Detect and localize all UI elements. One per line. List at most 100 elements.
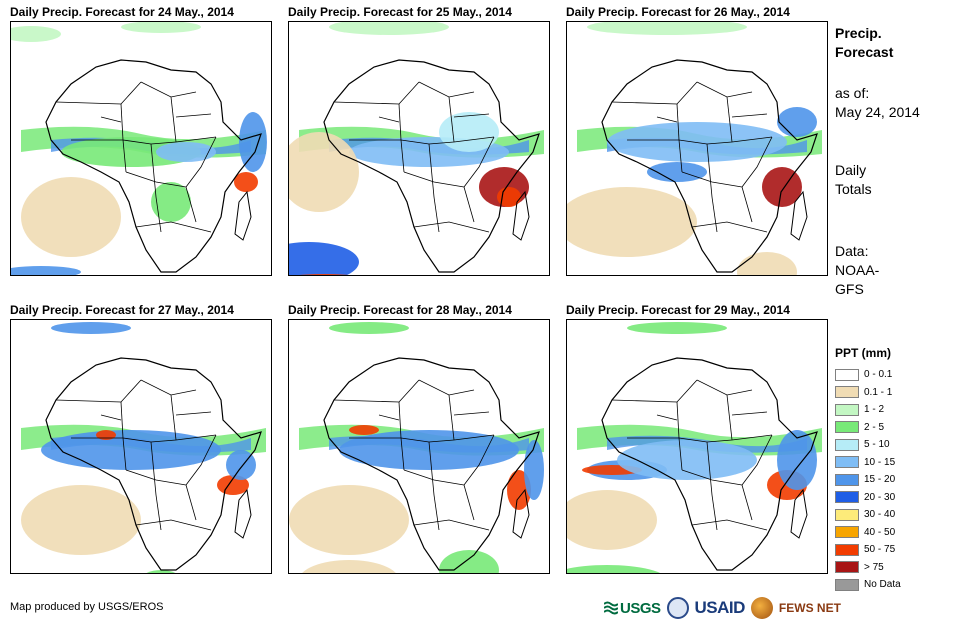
precip-map [566,319,828,574]
precip-patch [617,440,757,480]
country-border [413,519,490,531]
logo-strip: USGS USAID FEWS NET [604,594,841,622]
precip-patch [339,430,519,470]
legend-item: 1 - 2 [835,401,901,419]
country-border [170,96,177,143]
country-border [428,143,435,198]
panel-title: Daily Precip. Forecast for 28 May., 2014 [288,303,512,317]
legend-item: 50 - 75 [835,541,901,559]
precip-patch [567,565,661,573]
forecast-panel-3: Daily Precip. Forecast for 26 May., 2014 [566,3,828,276]
country-border [378,414,400,421]
legend-label: 50 - 75 [864,544,896,556]
country-border [185,484,197,521]
legend-label: 5 - 10 [864,439,890,451]
country-border [681,469,743,486]
side-title-line1: Precip. [835,25,882,41]
data-label: Data: [835,243,869,259]
country-border [122,437,127,471]
precip-patch [439,550,499,573]
precip-patch [146,570,176,573]
fews-globe-icon [750,597,773,619]
legend-title: PPT (mm) [835,346,892,360]
panel-title: Daily Precip. Forecast for 25 May., 2014 [288,5,512,19]
precip-patch [41,430,221,470]
daily-label: Daily [835,162,867,178]
precip-patch [21,485,141,555]
data-source-block: Data: NOAA- GFS [835,242,879,299]
precip-map [288,319,550,574]
country-border [170,394,177,441]
country-border [428,441,435,496]
country-border [463,186,475,223]
legend-swatch [835,368,859,381]
africa-coastline [601,59,818,273]
legend-item: 0.1 - 1 [835,384,901,402]
country-border [403,171,465,188]
country-border [100,116,122,123]
precip-patch [234,172,258,192]
country-border [125,171,187,188]
country-border [741,484,753,521]
legend-swatch [835,561,859,574]
legend-swatch [835,473,859,486]
credit-text: Map produced by USGS/EROS [10,601,164,613]
country-border [150,441,157,496]
legend-item: 40 - 50 [835,524,901,542]
legend-swatch [835,386,859,399]
country-border [711,196,718,233]
precip-patch [239,112,267,172]
africa-map-svg [289,22,549,275]
country-border [125,469,187,486]
as-of-label: as of: [835,85,870,101]
country-border [726,96,733,143]
legend-label: 15 - 20 [864,474,896,486]
legend-item: 5 - 10 [835,436,901,454]
country-border [463,434,495,486]
country-border [741,186,753,223]
country-border [691,519,768,531]
panel-title: Daily Precip. Forecast for 26 May., 2014 [566,5,790,19]
as-of-date: May 24, 2014 [835,104,920,120]
legend-swatch [835,543,859,556]
panel-title: Daily Precip. Forecast for 29 May., 2014 [566,303,790,317]
legend-label: 40 - 50 [864,526,896,538]
forecast-panel-4: Daily Precip. Forecast for 27 May., 2014 [10,301,272,574]
legend-item: 10 - 15 [835,454,901,472]
precip-patch [524,440,544,500]
country-border [155,494,162,531]
legend-swatch [835,438,859,451]
africa-map-svg [11,320,271,573]
country-border [398,401,402,439]
as-of-block: as of: May 24, 2014 [835,84,920,122]
forecast-panel-1: Daily Precip. Forecast for 24 May., 2014 [10,3,272,276]
precip-patch [607,122,787,162]
country-border [711,494,718,531]
country-border [453,113,490,118]
country-border [741,434,773,486]
precip-patch [11,266,81,275]
madagascar-outline [234,488,252,539]
legend-swatch [835,578,859,591]
totals-label: Totals [835,181,872,197]
country-border [678,139,683,173]
legend-swatch [835,456,859,469]
forecast-panel-6: Daily Precip. Forecast for 29 May., 2014 [566,301,828,574]
country-border [155,196,162,233]
africa-map-svg [289,320,549,573]
legend-label: 20 - 30 [864,491,896,503]
precip-patch [121,22,201,33]
country-border [676,103,680,141]
precip-patch [737,252,797,275]
country-border [726,394,733,441]
country-border [681,171,743,188]
legend-item: 15 - 20 [835,471,901,489]
country-border [463,136,495,188]
legend-label: 10 - 15 [864,456,896,468]
country-border [453,411,490,416]
precip-patch [299,274,349,275]
africa-map-svg [11,22,271,275]
precip-patch [21,177,121,257]
country-border [135,221,212,233]
legend-swatch [835,403,859,416]
